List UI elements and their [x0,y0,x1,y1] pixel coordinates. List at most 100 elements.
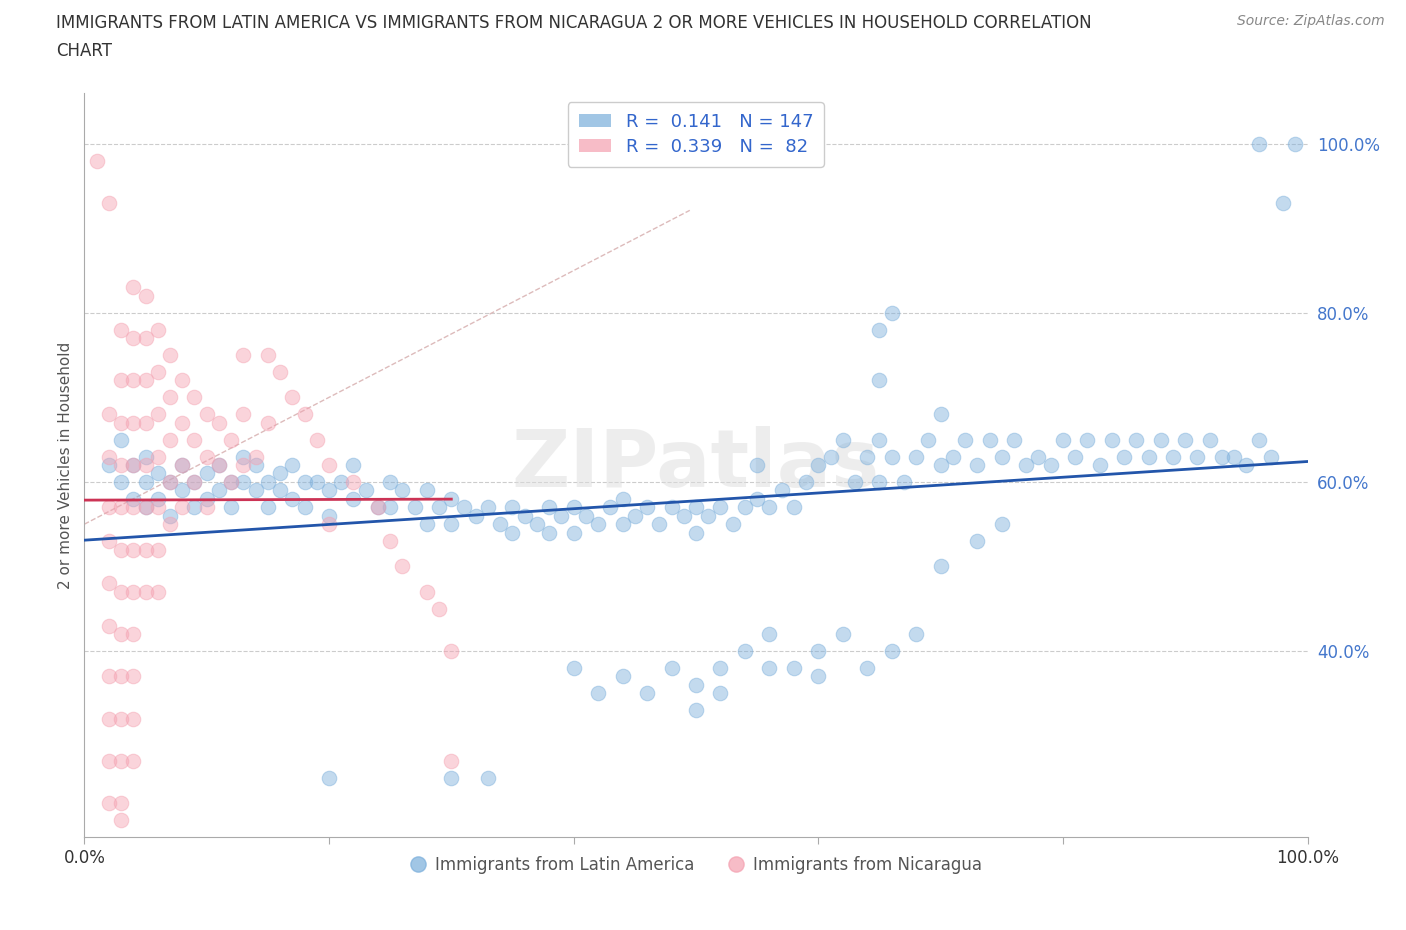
Point [869,373,891,388]
Point [318,517,340,532]
Point [135,584,157,599]
Point [122,584,145,599]
Point [318,509,340,524]
Point [110,753,132,768]
Point [929,406,952,421]
Point [195,491,218,506]
Point [342,474,364,489]
Point [245,458,267,472]
Point [880,449,903,464]
Point [538,525,561,540]
Point [208,458,231,472]
Point [599,499,621,514]
Point [820,449,842,464]
Point [257,416,280,431]
Point [354,483,377,498]
Point [122,331,145,346]
Point [110,474,132,489]
Point [953,432,976,447]
Point [135,542,157,557]
Point [783,499,806,514]
Point [636,499,658,514]
Point [183,499,205,514]
Point [612,669,634,684]
Point [183,432,205,447]
Point [575,509,598,524]
Point [146,584,169,599]
Point [110,458,132,472]
Point [135,499,157,514]
Point [734,499,756,514]
Point [97,711,120,726]
Point [1211,449,1233,464]
Point [219,499,242,514]
Point [502,499,524,514]
Point [427,602,450,617]
Point [966,458,988,472]
Point [648,517,671,532]
Point [269,483,291,498]
Point [929,559,952,574]
Point [612,491,634,506]
Point [380,499,402,514]
Point [880,644,903,658]
Point [1187,449,1209,464]
Point [159,432,181,447]
Point [281,458,304,472]
Point [245,483,267,498]
Point [1247,432,1270,447]
Point [586,685,609,700]
Point [135,458,157,472]
Point [159,348,181,363]
Point [172,499,194,514]
Point [869,432,891,447]
Point [219,474,242,489]
Point [305,474,328,489]
Point [661,660,683,675]
Point [685,703,707,718]
Text: CHART: CHART [56,42,112,60]
Point [135,416,157,431]
Point [110,813,132,828]
Point [1088,458,1111,472]
Point [294,499,316,514]
Point [807,669,830,684]
Point [747,458,769,472]
Point [122,542,145,557]
Point [159,474,181,489]
Point [991,449,1014,464]
Point [380,534,402,549]
Point [122,499,145,514]
Text: Source: ZipAtlas.com: Source: ZipAtlas.com [1237,14,1385,28]
Point [208,458,231,472]
Point [747,491,769,506]
Point [172,373,194,388]
Point [489,517,512,532]
Point [562,660,585,675]
Point [1076,432,1098,447]
Point [502,525,524,540]
Point [146,365,169,379]
Point [122,458,145,472]
Point [1247,137,1270,152]
Point [685,677,707,692]
Point [318,770,340,785]
Point [831,627,853,642]
Point [612,517,634,532]
Point [146,449,169,464]
Point [1064,449,1087,464]
Point [367,499,389,514]
Point [146,406,169,421]
Point [232,348,254,363]
Point [929,458,952,472]
Point [172,483,194,498]
Point [672,509,695,524]
Point [269,466,291,481]
Point [905,449,928,464]
Point [917,432,939,447]
Point [391,559,413,574]
Point [513,509,536,524]
Point [195,466,218,481]
Point [110,627,132,642]
Point [1161,449,1184,464]
